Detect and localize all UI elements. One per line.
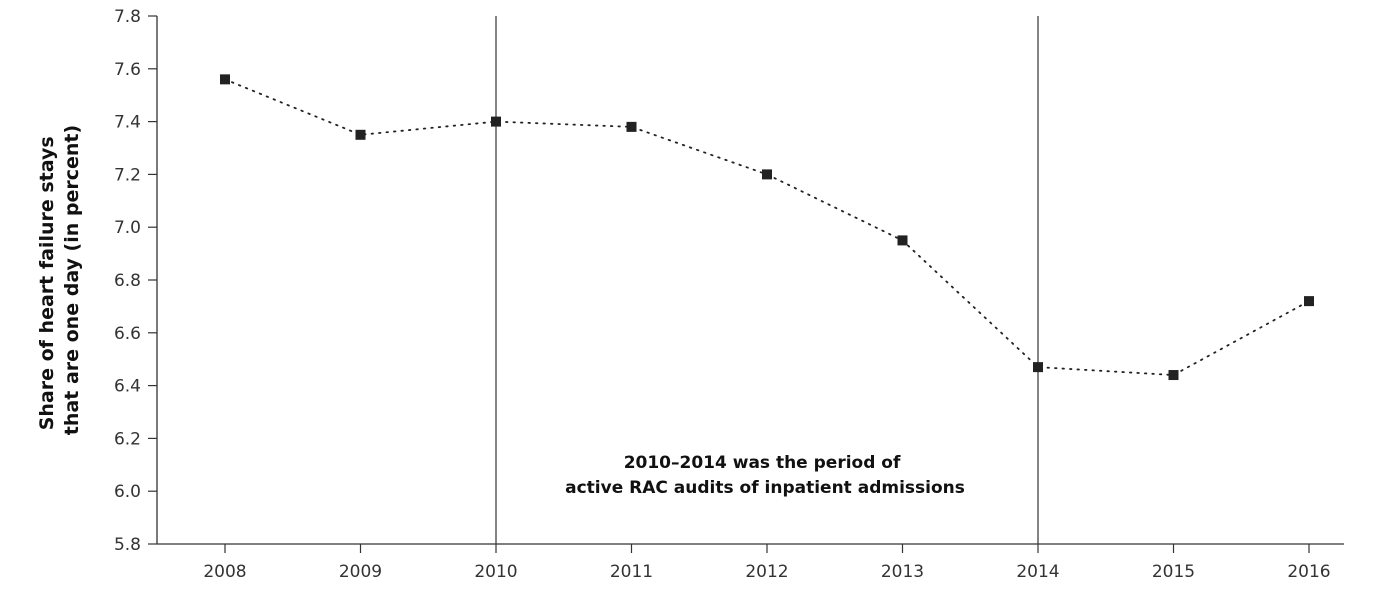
reference-lines [495, 16, 1039, 544]
series-line [224, 78, 1310, 376]
y-tick-label: 6.6 [114, 324, 141, 344]
data-point [1168, 370, 1179, 381]
data-point [1033, 362, 1043, 373]
x-tick-label: 2015 [1152, 562, 1195, 582]
x-tick-label: 2016 [1287, 562, 1330, 582]
y-tick-label: 6.0 [114, 482, 141, 502]
y-axis-title: Share of heart failure stays that are on… [36, 125, 83, 435]
data-point [220, 74, 230, 85]
y-tick-label: 7.0 [114, 218, 141, 238]
y-tick-label: 5.8 [114, 535, 141, 555]
x-tick-label: 2008 [203, 562, 246, 582]
x-tick-label: 2013 [881, 562, 924, 582]
rac-audit-annotation: 2010–2014 was the period of active RAC a… [565, 453, 965, 498]
y-tick-label: 7.2 [114, 165, 141, 185]
y-axis-title-line-1: Share of heart failure stays [36, 136, 58, 430]
x-tick-label: 2014 [1016, 562, 1059, 582]
annotation-line-2: active RAC audits of inpatient admission… [565, 478, 965, 498]
annotation-line-1: 2010–2014 was the period of [624, 453, 901, 473]
x-tick-label: 2012 [745, 562, 788, 582]
x-tick-label: 2011 [610, 562, 653, 582]
y-tick-label: 6.8 [114, 271, 141, 291]
y-tick-label: 7.8 [114, 7, 141, 27]
x-tick-label: 2009 [339, 562, 382, 582]
y-ticks: 5.8 6.0 6.2 6.4 6.6 6.8 7.0 7.2 7.4 7.6 7.8 [114, 7, 157, 555]
data-point [762, 169, 772, 180]
data-markers [220, 74, 1314, 381]
y-tick-label: 7.6 [114, 60, 141, 80]
y-tick-label: 6.4 [114, 377, 141, 397]
data-point [1304, 296, 1314, 307]
series-line-group [224, 78, 1310, 376]
y-tick-label: 6.2 [114, 429, 141, 449]
y-axis-title-line-2: that are one day (in percent) [61, 125, 83, 435]
x-ticks: 2008 2009 2010 2011 2012 2013 2014 2015 2016 [203, 544, 1331, 582]
data-point [355, 129, 366, 140]
data-point [897, 235, 908, 246]
data-point [491, 116, 501, 127]
x-tick-label: 2010 [474, 562, 517, 582]
y-tick-label: 7.4 [114, 113, 141, 133]
data-point [626, 121, 637, 132]
